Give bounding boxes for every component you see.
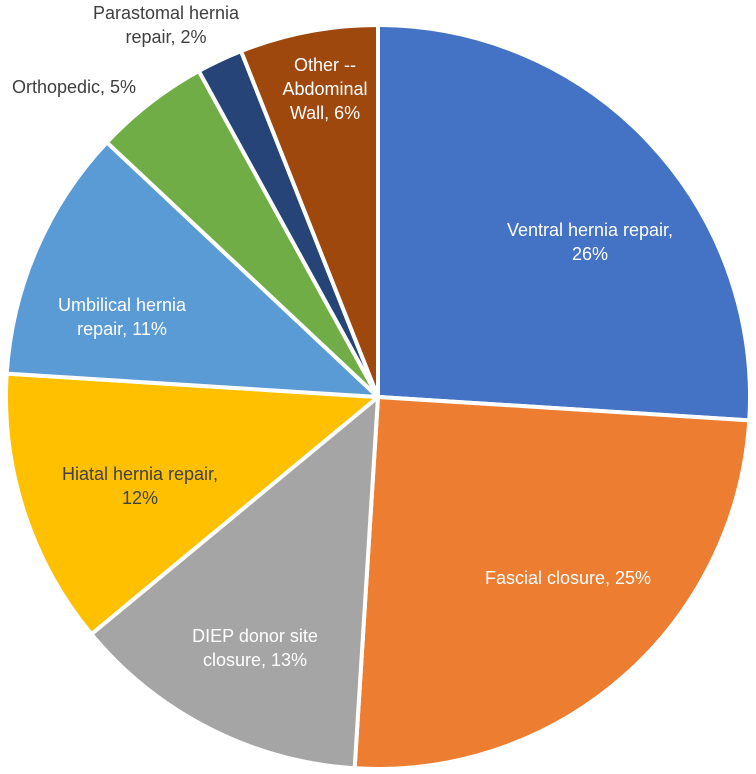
slice-label: Fascial closure, 25% [485, 568, 651, 588]
slice-label-line: repair, 11% [77, 319, 167, 339]
slice-label-line: Hiatal hernia repair, [62, 464, 218, 484]
pie-slice [89, 395, 380, 771]
slice-label-line: Parastomal hernia [93, 3, 240, 23]
slice-label-line: Ventral hernia repair, [507, 220, 673, 240]
slice-label: Other -- Abdominal Wall, 6% [282, 55, 367, 123]
slice-label: Ventral hernia repair, 26% [507, 220, 673, 264]
slice-label-line: repair, 2% [125, 27, 206, 47]
slice-label-line: Fascial closure, 25% [485, 568, 651, 588]
slice-label-line: closure, 13% [203, 650, 307, 670]
slice-label: Hiatal hernia repair, 12% [62, 464, 218, 508]
slice-label-line: Umbilical hernia [58, 295, 187, 315]
slice-label: Orthopedic, 5% [12, 77, 136, 97]
slice-label-line: Orthopedic, 5% [12, 77, 136, 97]
pie-slice [376, 23, 752, 423]
slice-label-line: 26% [572, 244, 608, 264]
slice-label: DIEP donor site closure, 13% [192, 626, 318, 670]
slice-label-line: Wall, 6% [290, 103, 360, 123]
pie-slice [239, 23, 380, 399]
pie-labels: Ventral hernia repair, 26% Fascial closure… [12, 3, 673, 670]
slice-label-line: Other -- [294, 55, 356, 75]
slice-label: Umbilical hernia repair, 11% [58, 295, 187, 339]
pie-slice [4, 371, 380, 637]
slice-label: Parastomal hernia repair, 2% [93, 3, 240, 47]
pie-slices [4, 23, 752, 771]
pie-slice [352, 395, 752, 771]
slice-label-line: 12% [122, 488, 158, 508]
pie-slice [4, 140, 380, 399]
slice-label-line: DIEP donor site [192, 626, 318, 646]
slice-label-line: Abdominal [282, 79, 367, 99]
